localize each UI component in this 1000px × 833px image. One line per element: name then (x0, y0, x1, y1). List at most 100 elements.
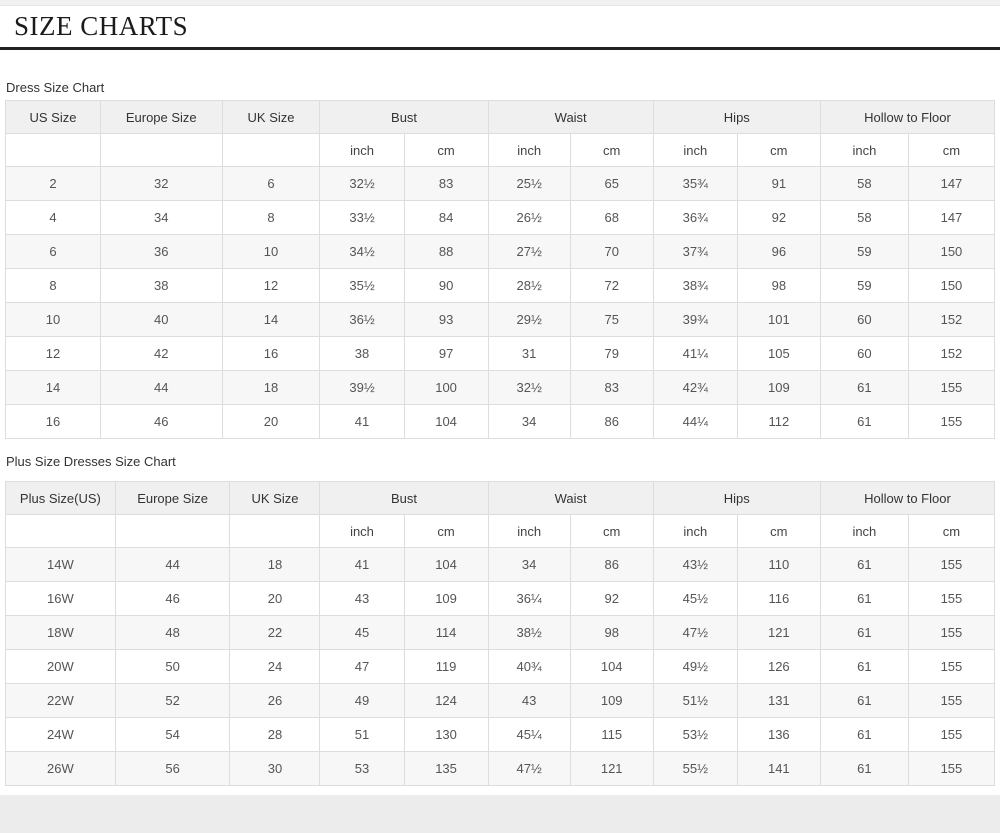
table-cell: 45½ (652, 581, 738, 616)
unit-header-inch: inch (319, 514, 405, 548)
table-cell: 100 (403, 370, 489, 405)
unit-header-inch: inch (487, 514, 571, 548)
table-cell: 84 (403, 200, 489, 235)
table-cell: 101 (736, 302, 821, 337)
table-cell: 8 (221, 200, 321, 235)
unit-header-cm: cm (403, 133, 489, 167)
unit-header-inch: inch (819, 514, 909, 548)
section-label-plus: Plus Size Dresses Size Chart (6, 454, 176, 469)
table-cell: 27½ (487, 234, 571, 269)
unit-header-cm: cm (907, 133, 996, 167)
table-cell: 130 (403, 717, 489, 752)
plus-size-table: Plus Size(US) Europe Size UK Size Bust Waist… (5, 481, 996, 786)
blank-header-cell (221, 133, 321, 167)
table-cell: 42¾ (652, 370, 738, 405)
table-cell: 10 (5, 302, 101, 337)
table-cell: 155 (907, 404, 996, 439)
table-cell: 155 (907, 615, 996, 650)
table-cell: 91 (736, 166, 821, 201)
table-row: 6 36 10 34½ 88 27½ 70 37¾ 96 59 150 (5, 234, 996, 269)
table-cell: 6 (5, 234, 101, 269)
table-cell: 98 (569, 615, 654, 650)
table-cell: 16 (221, 336, 321, 371)
table-cell: 14 (5, 370, 101, 405)
table-cell: 98 (736, 268, 821, 303)
table-cell: 79 (569, 336, 654, 371)
table-cell: 18 (229, 547, 321, 582)
table-cell: 53½ (652, 717, 738, 752)
table-row: 26W 56 30 53 135 47½ 121 55½ 141 61 155 (5, 751, 996, 786)
table-cell: 121 (736, 615, 821, 650)
table-cell: 34½ (319, 234, 405, 269)
table-cell: 135 (403, 751, 489, 786)
table-cell: 112 (736, 404, 821, 439)
measure-group-header: Hips (652, 100, 821, 134)
bottom-band (0, 795, 1000, 833)
table-cell: 18W (5, 615, 116, 650)
table-cell: 90 (403, 268, 489, 303)
table-cell: 26W (5, 751, 116, 786)
table-cell: 43½ (652, 547, 738, 582)
table-cell: 51 (319, 717, 405, 752)
table-cell: 41 (319, 404, 405, 439)
table-cell: 44 (99, 370, 223, 405)
column-header: US Size (5, 100, 101, 134)
table-cell: 61 (819, 683, 909, 718)
table-cell: 8 (5, 268, 101, 303)
table-cell: 104 (403, 404, 489, 439)
table-cell: 115 (569, 717, 654, 752)
blank-header-cell (229, 514, 321, 548)
unit-header-row: inch cm inch cm inch cm inch cm (5, 514, 996, 548)
table-row: 24W 54 28 51 130 45¼ 115 53½ 136 61 155 (5, 717, 996, 752)
unit-header-inch: inch (487, 133, 571, 167)
table-cell: 24 (229, 649, 321, 684)
table-cell: 155 (907, 717, 996, 752)
table-cell: 22W (5, 683, 116, 718)
table-cell: 54 (114, 717, 231, 752)
table-cell: 70 (569, 234, 654, 269)
table-cell: 155 (907, 751, 996, 786)
table-cell: 96 (736, 234, 821, 269)
table-cell: 45¼ (487, 717, 571, 752)
table-cell: 40¾ (487, 649, 571, 684)
table-cell: 6 (221, 166, 321, 201)
table-cell: 47½ (652, 615, 738, 650)
dress-size-chart-section: Dress Size Chart US Size Europe Size UK Si… (0, 50, 1000, 439)
table-cell: 88 (403, 234, 489, 269)
table-cell: 155 (907, 547, 996, 582)
table-cell: 36¼ (487, 581, 571, 616)
table-cell: 75 (569, 302, 654, 337)
table-cell: 83 (569, 370, 654, 405)
unit-header-cm: cm (403, 514, 489, 548)
table-cell: 59 (819, 268, 909, 303)
unit-header-cm: cm (736, 514, 821, 548)
table-cell: 105 (736, 336, 821, 371)
table-cell: 155 (907, 649, 996, 684)
table-cell: 104 (569, 649, 654, 684)
table-cell: 61 (819, 581, 909, 616)
table-cell: 36½ (319, 302, 405, 337)
column-header: Europe Size (99, 100, 223, 134)
table-cell: 34 (99, 200, 223, 235)
table-cell: 36 (99, 234, 223, 269)
measure-group-header: Hollow to Floor (819, 481, 996, 515)
top-strip (0, 0, 1000, 6)
table-cell: 65 (569, 166, 654, 201)
table-cell: 110 (736, 547, 821, 582)
table-cell: 20 (221, 404, 321, 439)
table-row: 16W 46 20 43 109 36¼ 92 45½ 116 61 155 (5, 581, 996, 616)
table-cell: 25½ (487, 166, 571, 201)
table-cell: 43 (319, 581, 405, 616)
table-cell: 32½ (487, 370, 571, 405)
table-cell: 155 (907, 581, 996, 616)
table-cell: 10 (221, 234, 321, 269)
table-cell: 40 (99, 302, 223, 337)
table-row: 10 40 14 36½ 93 29½ 75 39¾ 101 60 152 (5, 302, 996, 337)
measure-group-header: Hollow to Floor (819, 100, 996, 134)
table-cell: 44¼ (652, 404, 738, 439)
page-title: SIZE CHARTS (14, 11, 189, 41)
table-cell: 61 (819, 751, 909, 786)
table-cell: 72 (569, 268, 654, 303)
table-cell: 46 (99, 404, 223, 439)
